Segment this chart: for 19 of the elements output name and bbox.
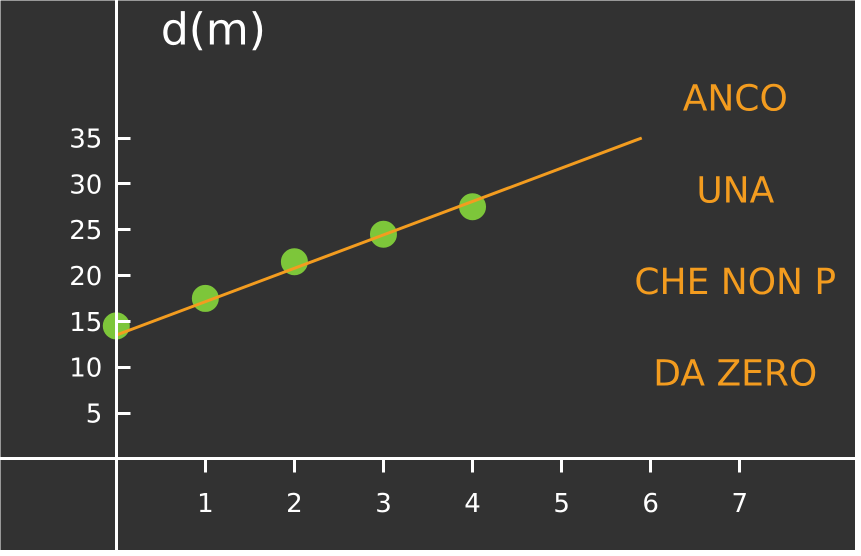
x-tick-label: 1 xyxy=(197,488,214,519)
y-tick-label: 35 xyxy=(69,124,102,154)
x-tick-label: 2 xyxy=(286,488,303,519)
x-tick-label: 7 xyxy=(731,488,748,519)
y-tick-label: 30 xyxy=(69,170,102,200)
y-axis-title: d(m) xyxy=(160,4,266,56)
x-tick-label: 4 xyxy=(464,488,481,519)
x-tick-label: 6 xyxy=(642,488,659,519)
annotation: ANCO xyxy=(682,78,788,120)
x-tick-label: 3 xyxy=(375,488,392,519)
annotation: UNA xyxy=(696,170,775,212)
y-tick-label: 20 xyxy=(69,262,102,292)
y-tick-label: 25 xyxy=(69,216,102,246)
y-tick-label: 15 xyxy=(69,308,102,338)
y-tick-label: 5 xyxy=(86,400,102,430)
annotation: DA ZERO xyxy=(653,354,818,395)
x-tick-label: 5 xyxy=(553,488,570,519)
y-tick-label: 10 xyxy=(69,354,102,384)
annotation: CHE NON P xyxy=(634,262,836,303)
